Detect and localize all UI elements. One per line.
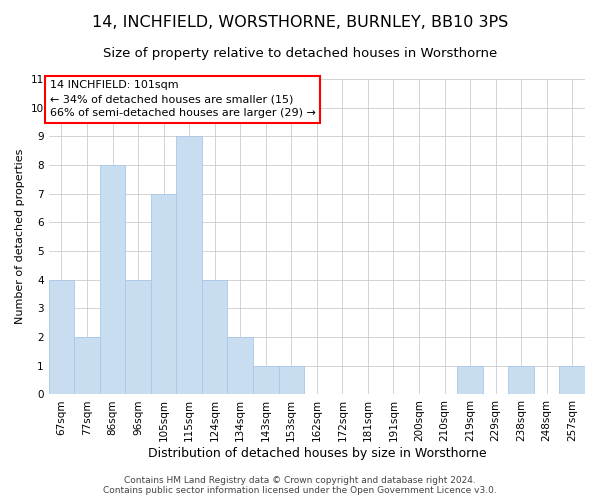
Bar xyxy=(176,136,202,394)
Text: Contains HM Land Registry data © Crown copyright and database right 2024.: Contains HM Land Registry data © Crown c… xyxy=(124,476,476,485)
Bar xyxy=(202,280,227,394)
Bar xyxy=(227,337,253,394)
Bar xyxy=(457,366,483,394)
Y-axis label: Number of detached properties: Number of detached properties xyxy=(15,149,25,324)
Bar xyxy=(125,280,151,394)
Bar xyxy=(151,194,176,394)
Text: 14 INCHFIELD: 101sqm
← 34% of detached houses are smaller (15)
66% of semi-detac: 14 INCHFIELD: 101sqm ← 34% of detached h… xyxy=(50,80,316,118)
Bar xyxy=(74,337,100,394)
Text: Size of property relative to detached houses in Worsthorne: Size of property relative to detached ho… xyxy=(103,48,497,60)
Text: 14, INCHFIELD, WORSTHORNE, BURNLEY, BB10 3PS: 14, INCHFIELD, WORSTHORNE, BURNLEY, BB10… xyxy=(92,15,508,30)
Bar xyxy=(253,366,278,394)
Bar xyxy=(100,165,125,394)
Bar xyxy=(508,366,534,394)
Bar xyxy=(278,366,304,394)
X-axis label: Distribution of detached houses by size in Worsthorne: Distribution of detached houses by size … xyxy=(148,447,486,460)
Bar xyxy=(49,280,74,394)
Bar xyxy=(559,366,585,394)
Text: Contains public sector information licensed under the Open Government Licence v3: Contains public sector information licen… xyxy=(103,486,497,495)
